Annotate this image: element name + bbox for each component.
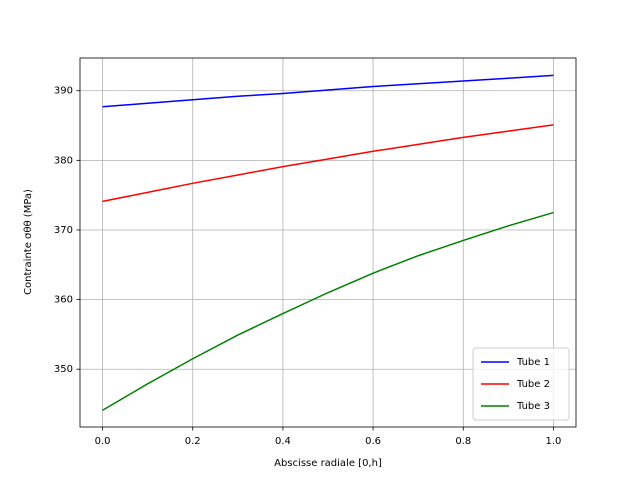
x-tick-label: 0.6 [365, 436, 381, 447]
y-tick-label: 370 [54, 225, 73, 236]
y-axis-label: Contrainte σθθ (MPa) [23, 189, 34, 295]
y-tick-label: 380 [54, 155, 73, 166]
x-tick-label: 0.0 [95, 436, 111, 447]
legend-label: Tube 2 [516, 379, 550, 390]
x-axis-label: Abscisse radiale [0,h] [274, 458, 382, 469]
line-series [102, 124, 554, 203]
legend-box [472, 347, 570, 421]
y-tick-label: 390 [54, 86, 73, 97]
line-series [102, 74, 554, 108]
y-tick-label: 360 [54, 295, 73, 306]
x-tick-label: 0.4 [275, 436, 291, 447]
x-tick-label: 0.8 [455, 436, 471, 447]
y-tick-label: 350 [54, 364, 73, 375]
legend-label: Tube 3 [516, 401, 550, 412]
x-tick-label: 0.2 [185, 436, 201, 447]
legend-label: Tube 1 [516, 357, 550, 368]
axes-frame [79, 57, 577, 428]
x-tick-label: 1.0 [546, 436, 562, 447]
line-series [102, 211, 554, 411]
